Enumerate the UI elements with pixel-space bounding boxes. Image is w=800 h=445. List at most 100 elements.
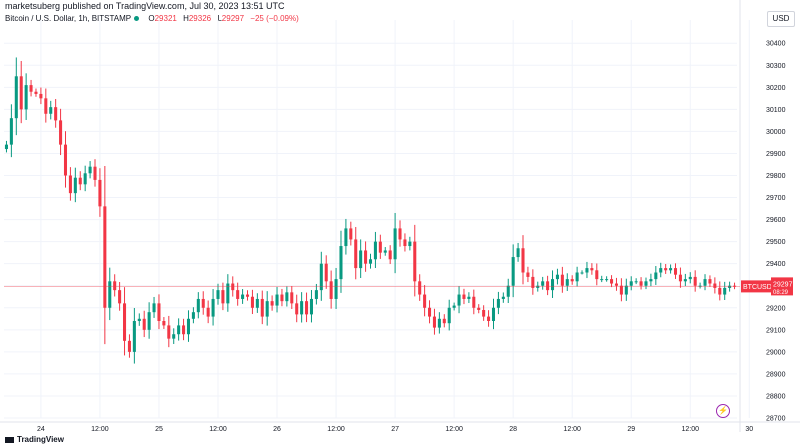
candle-body [550,279,555,291]
candle-body [113,281,117,291]
open-label: O [148,14,155,23]
candle-body [373,241,377,260]
candle-body [231,283,235,291]
candle-body [462,294,466,299]
symbol-title[interactable]: Bitcoin / U.S. Dollar, 1h, BITSTAMP [5,14,132,23]
candle-body [324,263,328,282]
tradingview-logo-icon [5,436,14,443]
candle-body [329,281,333,299]
candle-body [49,107,53,114]
candle-body [98,179,102,207]
y-tick-label: 30300 [766,63,786,70]
y-tick-label: 29100 [766,327,786,334]
candle-body [364,250,368,264]
candle-body [467,296,471,299]
candle-body [295,303,299,315]
candle-body [644,281,648,286]
y-tick-label: 29900 [766,151,786,158]
candle-body [9,118,13,145]
low-label: L [217,14,222,23]
candle-body [526,272,530,277]
candle-body [59,120,63,145]
candle-body [555,274,559,280]
market-status-icon [134,16,140,22]
currency-button[interactable]: USD [767,11,795,27]
candle-body [305,301,309,315]
y-tick-label: 29800 [766,173,786,180]
y-tick-label: 30000 [766,129,786,136]
candle-body [54,107,58,121]
candle-body [157,303,161,321]
candle-body [600,279,604,281]
lightning-icon[interactable]: ⚡ [716,404,730,418]
candle-body [703,279,707,286]
x-tick-label: 12:00 [563,426,581,433]
candle-body [580,272,584,274]
candle-body [103,206,107,308]
candle-body [428,307,432,317]
candle-body [565,279,569,286]
candle-body [487,316,491,321]
candle-body [368,259,373,264]
candle-body [265,301,269,317]
candle-body [152,303,156,313]
candle-body [236,290,240,299]
candle-body [585,268,589,273]
candle-body [728,285,732,288]
candle-body [68,175,72,194]
candle-body [418,281,422,295]
candle-body [162,321,166,326]
x-tick-label: 28 [509,426,517,433]
candle-body [570,279,574,282]
y-tick-label: 29500 [766,239,786,246]
x-tick-label: 27 [391,426,399,433]
candle-body [14,76,18,119]
high-label: H [183,14,189,23]
candle-body [309,298,313,315]
candle-body [482,309,486,317]
candle-body [664,268,668,271]
candle-body [34,91,38,94]
x-tick-label: 12:00 [91,426,109,433]
price-tag [771,277,793,296]
x-tick-label: 12:00 [681,426,699,433]
candle-body [123,303,127,341]
x-tick-label: 12:00 [445,426,463,433]
candle-body [226,283,230,304]
y-tick-label: 29600 [766,217,786,224]
candle-body [639,281,643,286]
candle-body [127,340,131,352]
candle-body [447,307,451,324]
candle-body [88,166,92,174]
candle-body [398,228,402,240]
x-tick-label: 29 [627,426,635,433]
candle-body [452,305,456,308]
candle-body [177,325,181,335]
candle-body [383,250,387,253]
candle-body [354,239,358,269]
candle-body [531,276,535,288]
ticker-tag [741,280,771,293]
candle-body [472,296,476,308]
candle-body [300,301,304,315]
x-tick-label: 12:00 [327,426,345,433]
publisher-caption: marketsuberg published on TradingView.co… [5,1,285,11]
candle-body [83,173,87,185]
y-tick-label: 30100 [766,107,786,114]
x-tick-label: 24 [37,426,45,433]
candle-body [73,177,77,194]
candle-body [457,294,461,306]
candle-body [290,292,294,304]
candle-body [649,279,653,282]
candle-body [595,270,599,280]
high-value: 29326 [188,14,212,23]
candle-body [314,290,318,299]
candle-body [614,283,618,286]
candle-body [137,318,141,321]
candle-body [359,250,363,269]
y-tick-label: 30200 [766,85,786,92]
candle-body [172,334,176,339]
candle-body [24,85,28,110]
candle-body [506,285,510,297]
